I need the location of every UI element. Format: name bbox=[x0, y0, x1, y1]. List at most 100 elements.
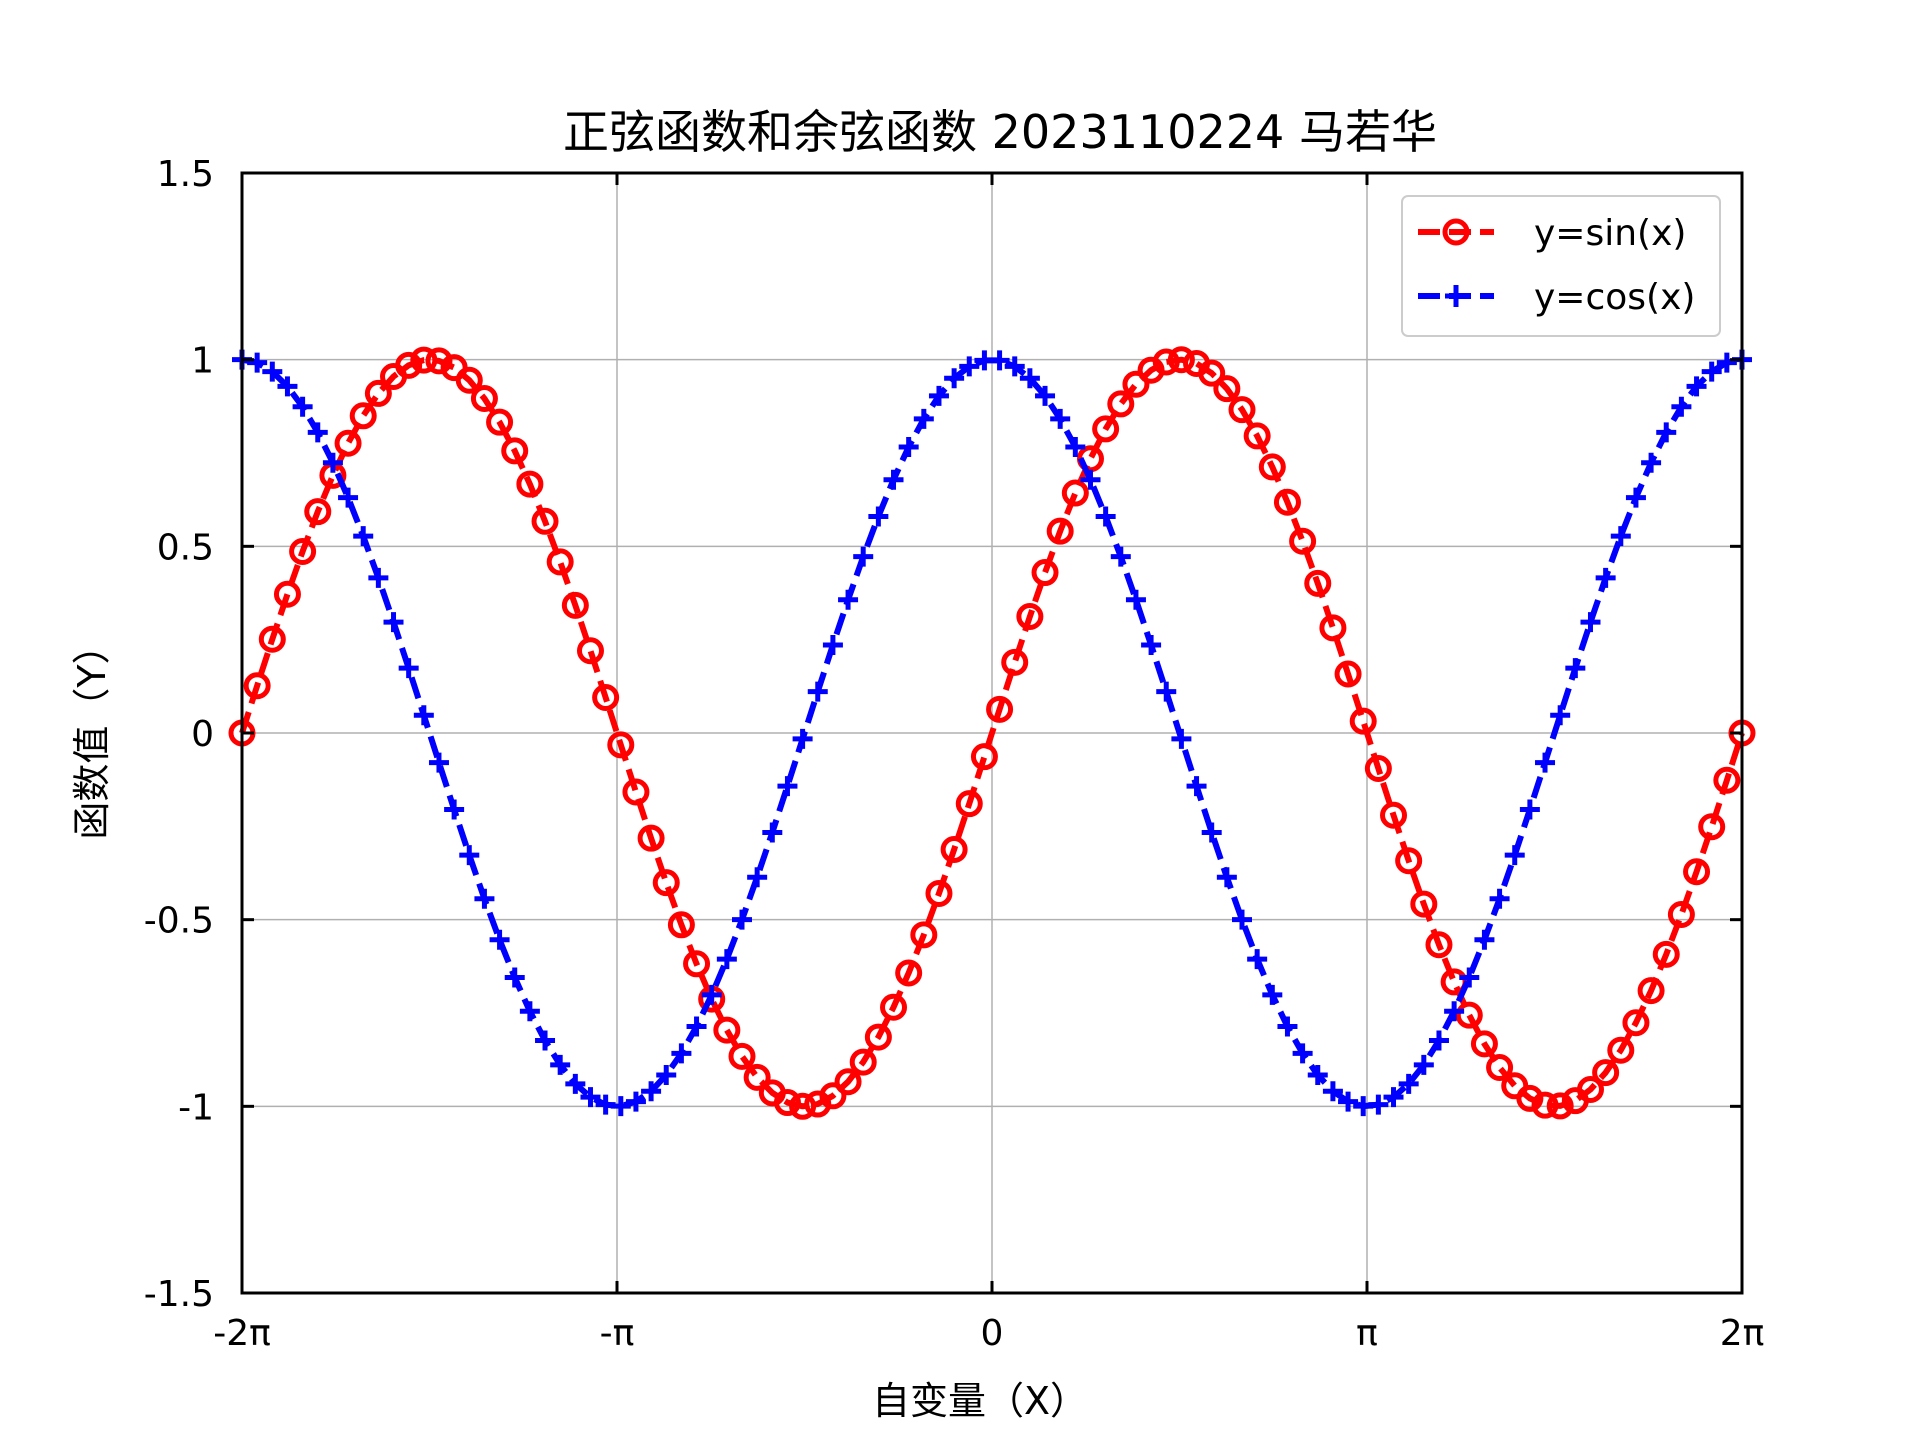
y-tick-label: -0.5 bbox=[144, 901, 214, 942]
cos-point bbox=[1232, 909, 1252, 930]
sin-point bbox=[1607, 1036, 1635, 1064]
cos-point bbox=[1716, 352, 1737, 373]
cos-point bbox=[656, 1065, 677, 1086]
sin-point bbox=[1228, 396, 1256, 424]
cos-point bbox=[262, 361, 283, 382]
cos-point bbox=[398, 658, 419, 679]
sin-point bbox=[895, 959, 923, 987]
sin-point bbox=[289, 537, 317, 565]
sin-point bbox=[1016, 603, 1044, 631]
sin-point bbox=[819, 1082, 847, 1110]
cos-point bbox=[1383, 1087, 1404, 1108]
sin-point bbox=[1273, 488, 1301, 516]
sin-point bbox=[1516, 1084, 1544, 1112]
sin-point bbox=[1001, 648, 1029, 676]
cos-point bbox=[928, 385, 949, 406]
y-tick-label: 1.5 bbox=[157, 154, 214, 195]
cos-point bbox=[580, 1087, 601, 1108]
cos-point bbox=[368, 567, 389, 588]
sin-point bbox=[743, 1063, 771, 1091]
sin-point bbox=[834, 1068, 862, 1096]
sin-point bbox=[970, 743, 998, 771]
cos-point bbox=[307, 422, 328, 443]
cos-point bbox=[1065, 437, 1086, 458]
sin-line bbox=[239, 356, 1745, 1110]
cos-point bbox=[1035, 385, 1056, 406]
sin-point bbox=[1592, 1059, 1620, 1087]
cos-point bbox=[535, 1030, 556, 1051]
sin-point bbox=[1122, 370, 1150, 398]
x-tick-label: 2π bbox=[1720, 1313, 1765, 1354]
sin-point bbox=[273, 580, 301, 608]
cos-point bbox=[671, 1043, 692, 1064]
sin-point bbox=[864, 1023, 892, 1051]
cos-point bbox=[1413, 1054, 1434, 1075]
cos-point bbox=[1171, 728, 1192, 749]
sin-point bbox=[1289, 527, 1317, 555]
sin-point bbox=[652, 869, 680, 897]
cos-point bbox=[1186, 776, 1207, 797]
x-tick-label: -π bbox=[600, 1313, 635, 1354]
cos-point bbox=[1292, 1043, 1313, 1064]
sin-point bbox=[986, 695, 1014, 723]
cos-point bbox=[1398, 1073, 1419, 1094]
cos-point bbox=[1322, 1081, 1343, 1102]
cos-point bbox=[1444, 1001, 1465, 1022]
sin-point bbox=[410, 346, 438, 374]
cos-point bbox=[383, 612, 404, 633]
cos-point bbox=[1004, 356, 1025, 377]
sin-point bbox=[728, 1042, 756, 1070]
sin-point bbox=[1198, 359, 1226, 387]
cos-point bbox=[853, 546, 874, 567]
sin-point bbox=[910, 921, 938, 949]
cos-point bbox=[428, 752, 449, 773]
sin-point bbox=[486, 408, 514, 436]
cos-point bbox=[277, 376, 298, 397]
cos-point bbox=[1580, 612, 1601, 633]
cos-point bbox=[1565, 658, 1586, 679]
sin-point bbox=[1410, 890, 1438, 918]
cos-point bbox=[807, 681, 828, 702]
sin-point bbox=[1243, 422, 1271, 450]
sin-point bbox=[304, 498, 332, 526]
cos-point bbox=[1489, 888, 1510, 909]
cos-point bbox=[1338, 1091, 1359, 1112]
legend-item-sin: y=sin(x) bbox=[1418, 213, 1686, 254]
y-axis-label: 函数值（Y） bbox=[70, 626, 114, 839]
cos-point bbox=[641, 1081, 662, 1102]
axis-ticks: -2π -π 0 π 2π -1.5 -1 -0.5 0 0.5 1 1.5 bbox=[144, 154, 1765, 1354]
sin-point bbox=[713, 1016, 741, 1044]
sin-point bbox=[531, 507, 559, 535]
plot-series bbox=[228, 346, 1756, 1120]
cos-point bbox=[1428, 1030, 1449, 1051]
cos-point bbox=[838, 589, 859, 610]
sin-point bbox=[1546, 1092, 1574, 1120]
cos-point bbox=[732, 909, 752, 930]
sin-point bbox=[955, 790, 983, 818]
sin-point bbox=[773, 1089, 801, 1117]
sin-point bbox=[364, 379, 392, 407]
sin-point bbox=[1455, 1001, 1483, 1029]
cos-point bbox=[519, 1001, 540, 1022]
cos-point bbox=[1459, 967, 1480, 988]
sin-point bbox=[1031, 559, 1059, 587]
sin-point bbox=[1061, 479, 1089, 507]
cos-point bbox=[944, 368, 965, 389]
sin-point bbox=[592, 684, 620, 712]
sin-point bbox=[1107, 390, 1135, 418]
sin-point bbox=[1304, 569, 1332, 597]
legend-cos-marker bbox=[1445, 285, 1467, 307]
sin-point bbox=[349, 402, 377, 430]
cos-point bbox=[777, 776, 798, 797]
sin-point bbox=[637, 824, 665, 852]
cos-point bbox=[1277, 1016, 1298, 1037]
cos-point bbox=[762, 822, 783, 843]
cos-point bbox=[1474, 929, 1495, 950]
x-tick-label: -2π bbox=[213, 1313, 271, 1354]
sin-point bbox=[516, 470, 544, 498]
sin-point bbox=[849, 1048, 877, 1076]
sin-point bbox=[789, 1092, 817, 1120]
sin-point bbox=[561, 591, 589, 619]
cos-point bbox=[444, 799, 465, 820]
